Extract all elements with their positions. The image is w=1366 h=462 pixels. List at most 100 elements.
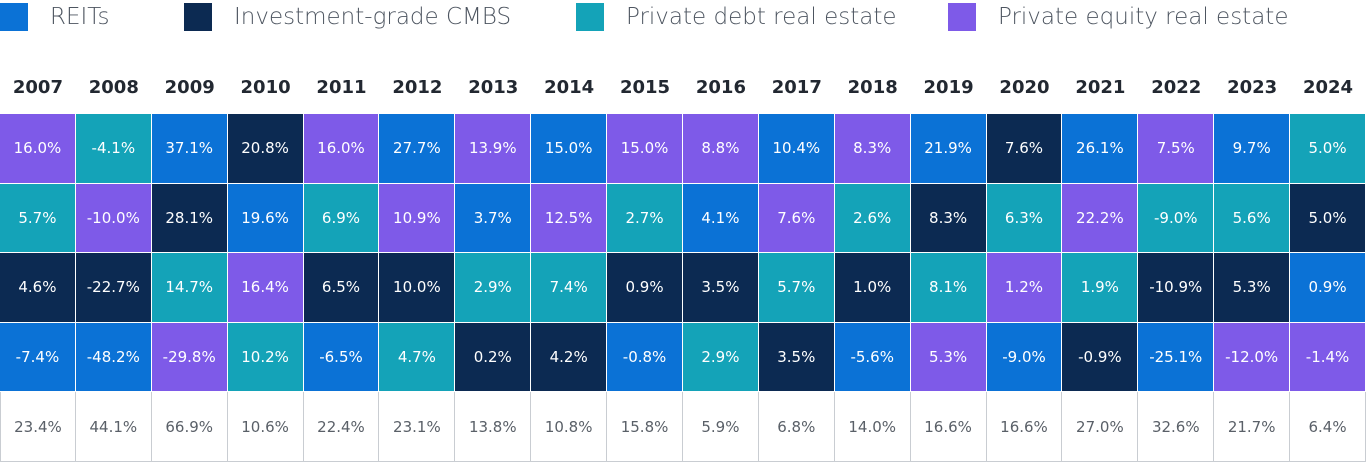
year-label: 2023 <box>1227 77 1278 98</box>
total-cell: 15.8% <box>607 392 683 462</box>
return-cell-cmbs: 3.5% <box>758 322 835 393</box>
return-cell-pdre: 2.7% <box>607 183 683 254</box>
return-cell-cmbs: 5.0% <box>1290 183 1366 254</box>
return-cell-pere: 7.6% <box>758 183 835 254</box>
return-cell-pere: 16.0% <box>303 114 380 184</box>
total-cell: 10.8% <box>531 392 608 462</box>
return-cell-pere: -29.8% <box>151 322 228 393</box>
return-cell-cmbs: 4.2% <box>531 322 608 393</box>
return-cell-cmbs: 0.9% <box>607 253 683 323</box>
return-cell-reits: -7.4% <box>0 322 76 393</box>
legend-item-pere: Private equity real estate <box>948 0 1288 34</box>
total-cell: 23.4% <box>0 392 76 462</box>
year-label: 2017 <box>771 77 822 98</box>
return-cell-cmbs: 5.3% <box>1214 253 1291 323</box>
return-cell-cmbs: 1.0% <box>834 253 911 323</box>
return-cell-cmbs: 6.5% <box>303 253 380 323</box>
total-cell: 27.0% <box>1062 392 1139 462</box>
return-cell-pere: -10.0% <box>75 183 152 254</box>
year-label: 2009 <box>164 77 215 98</box>
return-cell-pere: 16.0% <box>0 114 76 184</box>
total-cell: 23.1% <box>379 392 456 462</box>
return-cell-pdre: 1.9% <box>1062 253 1139 323</box>
return-cell-pere: 16.4% <box>227 253 304 323</box>
return-cell-reits: 4.1% <box>683 183 759 254</box>
return-cell-reits: 21.9% <box>910 114 987 184</box>
return-cell-pere: 1.2% <box>986 253 1063 323</box>
return-cell-reits: 9.7% <box>1214 114 1291 184</box>
return-cell-reits: -6.5% <box>303 322 380 393</box>
year-label: 2015 <box>619 77 671 98</box>
year-label: 2022 <box>1151 77 1202 98</box>
return-cell-reits: 0.9% <box>1290 253 1366 323</box>
total-cell: 14.0% <box>834 392 911 462</box>
total-cell: 6.8% <box>758 392 835 462</box>
return-cell-cmbs: 3.5% <box>683 253 759 323</box>
return-cell-pere: 10.9% <box>379 183 456 254</box>
return-cell-pdre: 4.7% <box>379 322 456 393</box>
return-cell-pdre: -9.0% <box>1138 183 1215 254</box>
total-cell: 44.1% <box>75 392 152 462</box>
year-label: 2010 <box>240 77 291 98</box>
return-cell-cmbs: -10.9% <box>1138 253 1215 323</box>
legend-label-cmbs: Investment-grade CMBS <box>234 4 512 30</box>
return-cell-cmbs: -22.7% <box>75 253 152 323</box>
return-cell-reits: -0.8% <box>607 322 683 393</box>
total-cell: 22.4% <box>303 392 380 462</box>
return-cell-pdre: 7.4% <box>531 253 608 323</box>
legend-swatch-pere <box>948 3 976 31</box>
return-cell-cmbs: 10.0% <box>379 253 456 323</box>
return-cell-pdre: 6.3% <box>986 183 1063 254</box>
return-cell-pdre: 5.7% <box>758 253 835 323</box>
return-cell-pere: 8.8% <box>683 114 759 184</box>
return-cell-pdre: 2.6% <box>834 183 911 254</box>
year-label: 2011 <box>316 77 367 98</box>
return-cell-pdre: 5.6% <box>1214 183 1291 254</box>
return-cell-cmbs: 8.3% <box>910 183 987 254</box>
return-cell-reits: 3.7% <box>455 183 532 254</box>
return-cell-pere: 8.3% <box>834 114 911 184</box>
year-label: 2014 <box>544 77 595 98</box>
returns-grid: 16.0% 5.7% 4.6% -7.4% 23.4% -4.1% -10.0% -22.7%… <box>0 114 1366 462</box>
legend-swatch-pdre <box>576 3 604 31</box>
return-cell-pere: 12.5% <box>531 183 608 254</box>
return-cell-cmbs: 28.1% <box>151 183 228 254</box>
year-label: 2008 <box>88 77 139 98</box>
return-cell-pdre: 6.9% <box>303 183 380 254</box>
legend-label-pdre: Private debt real estate <box>626 4 897 30</box>
total-cell: 16.6% <box>910 392 987 462</box>
return-cell-pere: 15.0% <box>607 114 683 184</box>
year-label: 2020 <box>999 77 1050 98</box>
year-label: 2024 <box>1302 77 1354 98</box>
year-header-row: 2007 2008 2009 2010 2011 2012 2013 2014 2015 2016… <box>0 70 1366 106</box>
year-label: 2018 <box>847 77 898 98</box>
return-cell-pdre: 2.9% <box>683 322 759 393</box>
return-cell-reits: 26.1% <box>1062 114 1139 184</box>
return-cell-cmbs: 0.2% <box>455 322 532 393</box>
total-cell: 6.4% <box>1290 392 1366 462</box>
total-cell: 21.7% <box>1214 392 1291 462</box>
total-cell: 5.9% <box>683 392 759 462</box>
year-label: 2016 <box>695 77 746 98</box>
year-label: 2007 <box>12 77 63 98</box>
return-cell-reits: -9.0% <box>986 322 1063 393</box>
legend-swatch-cmbs <box>184 3 212 31</box>
return-cell-pdre: 5.0% <box>1290 114 1366 184</box>
year-label: 2012 <box>392 77 443 98</box>
return-cell-reits: -48.2% <box>75 322 152 393</box>
legend-label-reits: REITs <box>50 4 110 30</box>
return-cell-cmbs: 20.8% <box>227 114 304 184</box>
return-cell-pdre: 14.7% <box>151 253 228 323</box>
legend: REITs Investment-grade CMBS Private debt r… <box>0 0 1366 34</box>
return-cell-pdre: 5.7% <box>0 183 76 254</box>
return-cell-pdre: 10.2% <box>227 322 304 393</box>
year-label: 2021 <box>1075 77 1126 98</box>
return-cell-reits: 19.6% <box>227 183 304 254</box>
return-cell-reits: 27.7% <box>379 114 456 184</box>
year-label: 2019 <box>923 77 974 98</box>
legend-item-pdre: Private debt real estate <box>576 0 897 34</box>
return-cell-pere: -12.0% <box>1214 322 1291 393</box>
return-cell-pdre: 8.1% <box>910 253 987 323</box>
return-cell-pdre: 2.9% <box>455 253 532 323</box>
total-cell: 10.6% <box>227 392 304 462</box>
